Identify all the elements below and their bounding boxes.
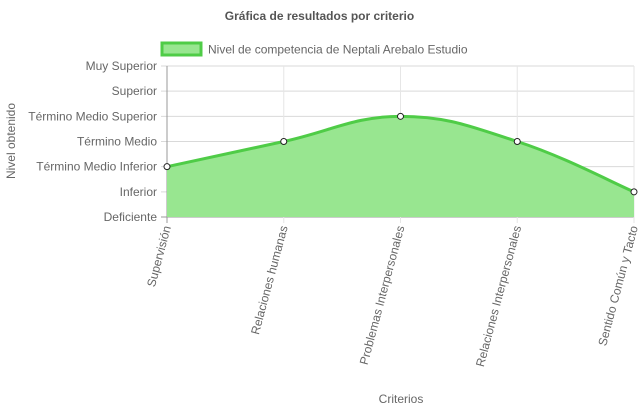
y-tick-label: Término Medio Inferior (36, 160, 157, 174)
data-points (163, 112, 638, 196)
y-tick-label: Término Medio (77, 135, 157, 149)
y-tick-label: Inferior (120, 185, 157, 199)
data-point[interactable] (397, 112, 404, 120)
x-axis-ticks: Supervisión Relaciones humanas Problemas I… (144, 224, 639, 368)
data-point[interactable] (163, 163, 171, 171)
y-axis-title: Nivel obtenido (4, 103, 18, 179)
legend-swatch (160, 41, 203, 57)
x-tick-label: Sentido Común y Tacto (595, 224, 639, 348)
data-point[interactable] (280, 138, 288, 145)
x-tick-label: Relaciones humanas (248, 224, 291, 336)
y-tick-label: Término Medio Superior (28, 109, 157, 123)
legend[interactable]: Nivel de competencia de Neptali Arebalo … (160, 41, 468, 57)
x-tick-label: Relaciones Interpersonales (473, 224, 524, 368)
data-point[interactable] (630, 188, 638, 196)
y-axis-ticks: Deficiente Inferior Término Medio Inferior… (28, 59, 157, 224)
series-area (167, 116, 634, 217)
y-tick-label: Muy Superior (86, 59, 157, 73)
x-tick-label: Supervisión (144, 224, 174, 288)
y-tick-label: Superior (112, 84, 157, 98)
x-axis-title: Criterios (379, 392, 424, 406)
y-tick-label: Deficiente (104, 210, 158, 224)
legend-label: Nivel de competencia de Neptali Arebalo … (208, 43, 468, 57)
data-point[interactable] (513, 138, 521, 145)
x-tick-label: Problemas Interpersonales (357, 224, 408, 366)
chart-title: Gráfica de resultados por criterio (225, 9, 414, 23)
area-layer (166, 114, 635, 217)
